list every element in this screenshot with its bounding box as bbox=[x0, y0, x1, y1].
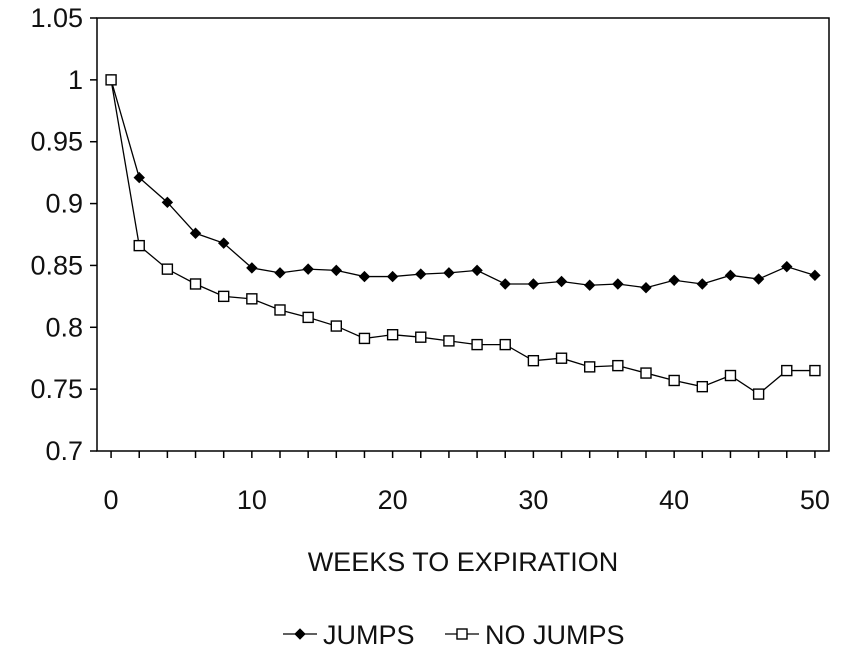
data-point bbox=[555, 352, 568, 364]
data-point bbox=[217, 290, 230, 303]
data-point bbox=[640, 367, 652, 379]
y-tick-label: 0.8 bbox=[45, 312, 83, 342]
data-point bbox=[527, 354, 540, 367]
data-point bbox=[696, 278, 709, 290]
x-tick-label: 20 bbox=[378, 485, 408, 515]
data-point bbox=[161, 263, 174, 275]
data-point bbox=[471, 264, 483, 277]
legend: JUMPS NO JUMPS bbox=[283, 620, 625, 650]
x-tick-label: 50 bbox=[800, 485, 830, 515]
data-point bbox=[696, 380, 709, 393]
data-point bbox=[217, 237, 230, 249]
data-point bbox=[330, 264, 343, 277]
legend-marker bbox=[294, 628, 306, 640]
x-tick-label: 30 bbox=[518, 485, 548, 515]
data-point bbox=[358, 332, 371, 345]
y-tick-label: 1.05 bbox=[30, 3, 83, 33]
data-point bbox=[583, 279, 596, 291]
data-point bbox=[161, 196, 174, 209]
data-point bbox=[781, 260, 793, 273]
data-point bbox=[527, 278, 540, 290]
data-point bbox=[274, 267, 286, 279]
data-point bbox=[443, 335, 455, 347]
y-tick-label: 0.85 bbox=[30, 250, 83, 280]
y-tick-label: 0.95 bbox=[30, 127, 83, 157]
data-point bbox=[781, 364, 793, 377]
legend-item: NO JUMPS bbox=[445, 620, 625, 650]
data-point bbox=[809, 364, 821, 377]
data-point bbox=[724, 369, 737, 382]
data-point bbox=[640, 281, 652, 294]
data-point bbox=[189, 278, 202, 290]
data-point bbox=[471, 338, 483, 351]
data-point bbox=[105, 74, 117, 86]
data-point bbox=[133, 239, 145, 252]
data-point bbox=[302, 263, 314, 275]
data-point bbox=[724, 269, 737, 282]
data-point bbox=[668, 374, 680, 387]
y-axis: 0.7 0.75 0.8 0.85 0.9 0.95 1 1.05 bbox=[30, 3, 97, 466]
y-tick-label: 0.75 bbox=[30, 374, 83, 404]
y-tick-label: 0.9 bbox=[45, 189, 83, 219]
series-no-jumps bbox=[105, 74, 821, 400]
x-tick-label: 0 bbox=[104, 485, 119, 515]
data-point bbox=[583, 361, 596, 373]
data-point bbox=[246, 293, 258, 305]
legend-label: JUMPS bbox=[323, 620, 415, 650]
x-tick-label: 10 bbox=[237, 485, 267, 515]
data-point bbox=[189, 227, 202, 239]
data-point bbox=[555, 275, 568, 288]
series-layer bbox=[105, 74, 821, 400]
data-point bbox=[752, 388, 765, 400]
series-jumps bbox=[105, 74, 821, 294]
data-point bbox=[330, 320, 343, 332]
data-point bbox=[415, 268, 427, 280]
data-point bbox=[499, 278, 511, 290]
data-point bbox=[302, 311, 314, 324]
legend-item: JUMPS bbox=[283, 620, 415, 650]
data-point bbox=[386, 270, 399, 283]
y-tick-label: 0.7 bbox=[45, 436, 83, 466]
legend-marker bbox=[456, 628, 468, 640]
data-point bbox=[246, 262, 258, 274]
x-tick-label: 40 bbox=[659, 485, 689, 515]
data-point bbox=[386, 329, 399, 341]
plot-area bbox=[96, 17, 830, 452]
data-point bbox=[358, 270, 371, 283]
x-axis: 0 10 20 30 40 50 bbox=[104, 451, 830, 515]
legend-label: NO JUMPS bbox=[485, 620, 625, 650]
data-point bbox=[443, 267, 455, 279]
data-point bbox=[668, 274, 680, 286]
x-axis-title: WEEKS TO EXPIRATION bbox=[308, 547, 619, 577]
data-point bbox=[415, 331, 427, 343]
data-point bbox=[274, 304, 286, 316]
data-point bbox=[752, 273, 765, 285]
data-point bbox=[612, 359, 624, 372]
data-point bbox=[499, 338, 511, 351]
data-point bbox=[612, 278, 624, 290]
data-point bbox=[809, 269, 821, 282]
data-point bbox=[133, 171, 145, 184]
y-tick-label: 1 bbox=[68, 65, 83, 95]
